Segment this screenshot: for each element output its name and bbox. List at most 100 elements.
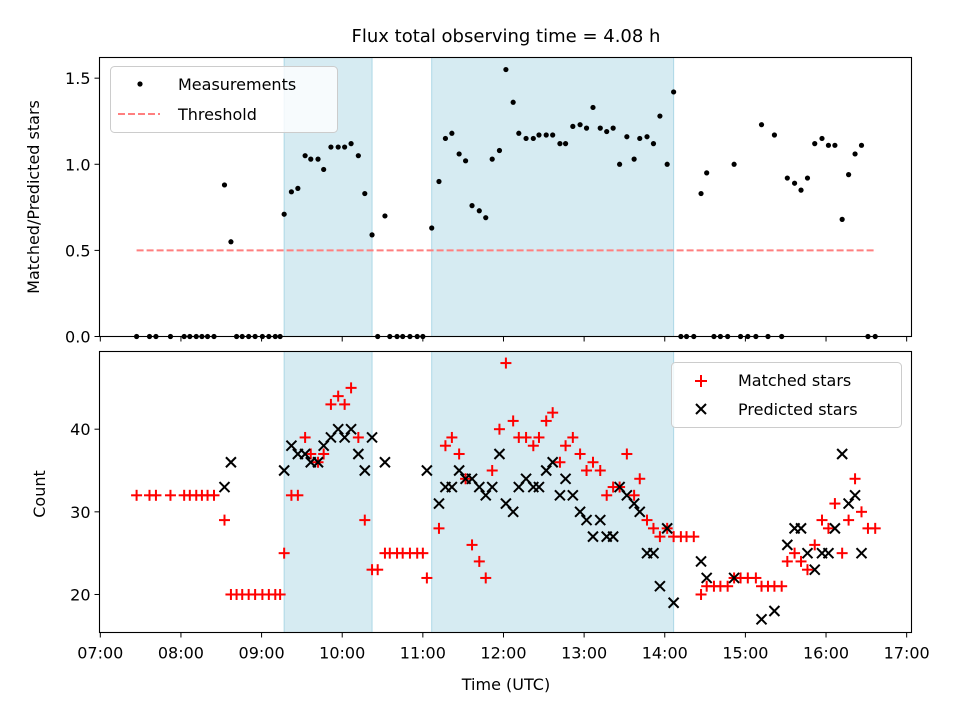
x-tick-label: 09:00 — [239, 644, 285, 663]
matched-star-point — [299, 431, 311, 443]
measurement-point — [583, 125, 590, 131]
measurement-point — [852, 151, 858, 157]
matched-star-point — [439, 440, 451, 452]
predicted-star-point — [473, 481, 486, 493]
matched-star-point — [816, 514, 828, 526]
predicted-star-point — [695, 555, 707, 568]
matched-star-point — [547, 407, 559, 419]
matched-star-point — [278, 547, 290, 559]
x-tick-label: 11:00 — [400, 644, 446, 663]
measurement-point — [791, 180, 798, 186]
predicted-star-point — [567, 489, 579, 502]
measurement-point — [698, 190, 704, 197]
predicted-star-point — [278, 464, 290, 477]
measurement-point — [449, 130, 455, 136]
predicted-star-point — [299, 448, 311, 460]
measurement-point — [590, 104, 596, 111]
predicted-star-point — [533, 481, 545, 493]
measurement-point — [832, 142, 838, 148]
x-tick-label: 13:00 — [561, 644, 607, 663]
predicted-star-point — [654, 580, 666, 592]
legend-measurements-marker — [137, 81, 143, 87]
measurement-point — [731, 161, 737, 167]
predicted-star-point — [574, 506, 586, 518]
x-tick-label: 14:00 — [642, 644, 688, 663]
measurement-point — [355, 153, 361, 159]
predicted-star-point — [312, 456, 324, 468]
predicted-star-point — [634, 506, 646, 518]
matched-star-point — [305, 448, 317, 460]
measurement-point — [704, 170, 710, 176]
measurement-point — [483, 215, 489, 221]
predicted-star-point — [809, 563, 821, 576]
bottom-legend: Matched stars Predicted stars — [671, 362, 902, 428]
predicted-star-point — [580, 514, 593, 526]
predicted-star-point — [829, 522, 841, 535]
matched-star-point — [795, 555, 807, 567]
legend-predicted-label: Predicted stars — [738, 400, 858, 419]
predicted-star-point — [379, 456, 391, 468]
count-points — [131, 357, 881, 625]
measurement-point — [771, 132, 778, 138]
shaded-interval-1 — [431, 57, 675, 337]
matched-star-point — [822, 522, 834, 534]
matched-star-point — [493, 423, 505, 435]
measurement-point — [758, 122, 765, 128]
measurement-point — [530, 135, 536, 142]
predicted-star-point — [446, 481, 458, 493]
matched-star-point — [421, 572, 433, 584]
bottom-panel: 20 30 40 07:00 08:00 09:00 10:00 11:00 12:00 13:… — [30, 350, 930, 694]
measurement-point — [616, 161, 623, 167]
measurement-point — [557, 141, 563, 147]
predicted-star-point — [218, 481, 231, 493]
matched-star-point — [634, 473, 646, 485]
matched-star-point — [533, 431, 545, 443]
measurement-point — [562, 141, 569, 147]
predicted-star-point — [700, 572, 713, 584]
measurement-point — [315, 156, 321, 162]
predicted-star-point — [359, 464, 371, 477]
measurement-point — [536, 132, 542, 138]
measurement-point — [650, 141, 657, 147]
top-y-axis-label: Matched/Predicted stars — [24, 100, 43, 294]
predicted-star-point — [628, 497, 640, 510]
predicted-star-point — [607, 530, 619, 543]
measurement-point — [644, 134, 650, 140]
x-tick-label: 08:00 — [158, 644, 204, 663]
measurement-point — [637, 135, 643, 142]
measurement-point — [335, 144, 341, 150]
predicted-star-point — [546, 456, 559, 468]
top-x-ticks — [99, 336, 908, 342]
predicted-star-point — [480, 489, 492, 502]
measurement-point — [436, 178, 442, 185]
measurement-point — [570, 123, 576, 129]
matched-star-point — [218, 514, 230, 526]
predicted-star-point — [352, 448, 365, 460]
matched-star-point — [722, 580, 734, 592]
matched-star-point — [345, 382, 357, 394]
measurement-point — [523, 135, 529, 142]
x-tick-label: 16:00 — [803, 644, 849, 663]
predicted-star-point — [795, 522, 807, 535]
matched-star-point — [325, 398, 337, 410]
measurement-point — [228, 239, 234, 245]
predicted-star-point — [587, 530, 599, 543]
measurement-point — [664, 161, 670, 167]
matched-star-point — [417, 547, 429, 559]
top-panel: 0.0 0.5 1.0 1.5 Matched/Predicted stars Mea… — [24, 56, 913, 347]
matched-star-point — [809, 539, 821, 551]
measurement-point — [804, 175, 811, 181]
y-tick-label: 40 — [70, 420, 90, 439]
predicted-star-point — [849, 489, 861, 502]
measurement-point — [610, 125, 616, 131]
predicted-star-point — [855, 547, 868, 559]
measurement-point — [858, 142, 865, 148]
matched-star-point — [574, 448, 586, 460]
predicted-star-point — [345, 423, 357, 435]
shaded-interval-1 — [431, 351, 675, 633]
matched-star-point — [776, 580, 788, 592]
x-tick-label: 07:00 — [77, 644, 123, 663]
matched-star-point — [621, 448, 633, 460]
measurement-point — [295, 185, 301, 191]
